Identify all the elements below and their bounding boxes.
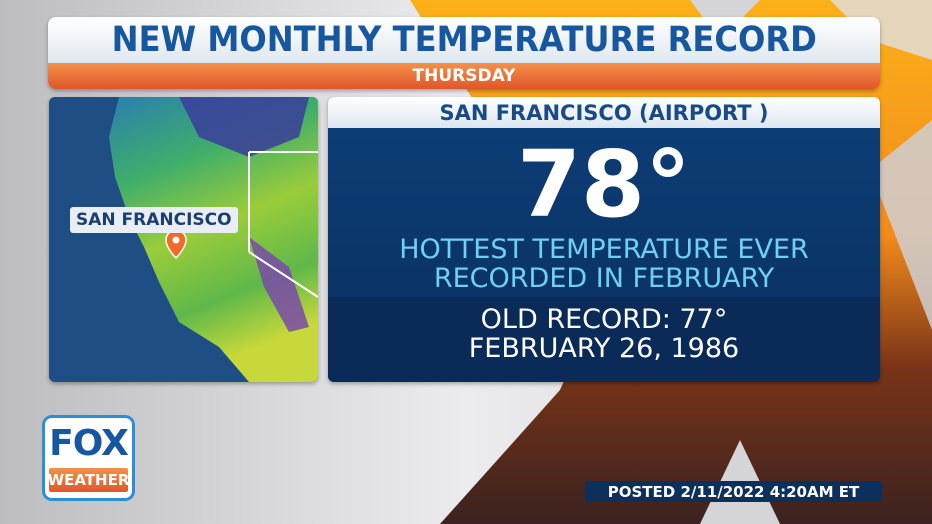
location-title: SAN FRANCISCO (AIRPORT ) — [328, 97, 880, 128]
record-panel: SAN FRANCISCO (AIRPORT ) 78° HOTTEST TEM… — [328, 97, 880, 382]
fox-weather-logo: FOX WEATHER — [42, 415, 135, 501]
record-temperature: 78° — [516, 131, 692, 238]
map-pin-icon — [165, 229, 187, 260]
record-description: HOTTEST TEMPERATURE EVER RECORDED IN FEB… — [399, 234, 809, 294]
header-subtitle: THURSDAY — [48, 63, 880, 89]
header-banner: NEW MONTHLY TEMPERATURE RECORD THURSDAY — [48, 17, 880, 89]
old-record-section — [328, 297, 880, 382]
temperature-map — [49, 97, 318, 382]
city-label: SAN FRANCISCO — [70, 207, 238, 233]
old-record: OLD RECORD: 77° FEBRUARY 26, 1986 — [468, 304, 740, 364]
header-title: NEW MONTHLY TEMPERATURE RECORD — [111, 20, 817, 60]
california-map: SAN FRANCISCO — [49, 97, 318, 382]
posted-timestamp: POSTED 2/11/2022 4:20AM ET — [585, 481, 882, 502]
